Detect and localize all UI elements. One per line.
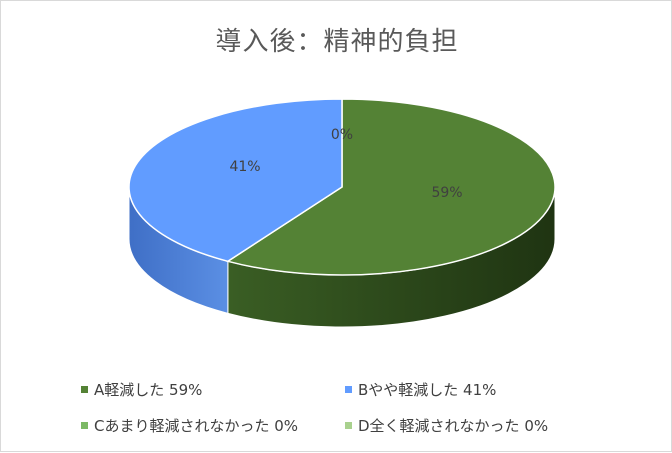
legend-label: D全く軽減されなかった 0%: [358, 417, 549, 435]
pie-slice-0: [226, 98, 556, 276]
legend-label: A軽減した 59%: [94, 381, 203, 399]
data-label-0: 59%: [431, 185, 462, 201]
data-label-1: 41%: [229, 159, 260, 175]
data-label-2: 0%: [331, 127, 353, 143]
legend-swatch: [81, 386, 88, 393]
legend-label: Bやや軽減した 41%: [358, 381, 497, 399]
legend-swatch: [345, 386, 352, 393]
legend-item-d: D全く軽減されなかった 0%: [345, 415, 548, 436]
legend-swatch: [81, 422, 88, 429]
legend-label: Cあまり軽減されなかった 0%: [94, 417, 299, 435]
chart-title: 導入後：精神的負担: [215, 27, 459, 57]
pie-slice-1: [128, 98, 343, 263]
legend-item-a: A軽減した 59%: [81, 379, 202, 400]
legend-item-b: Bやや軽減した 41%: [345, 379, 496, 400]
legend-item-c: Cあまり軽減されなかった 0%: [81, 415, 298, 436]
legend-swatch: [345, 422, 352, 429]
